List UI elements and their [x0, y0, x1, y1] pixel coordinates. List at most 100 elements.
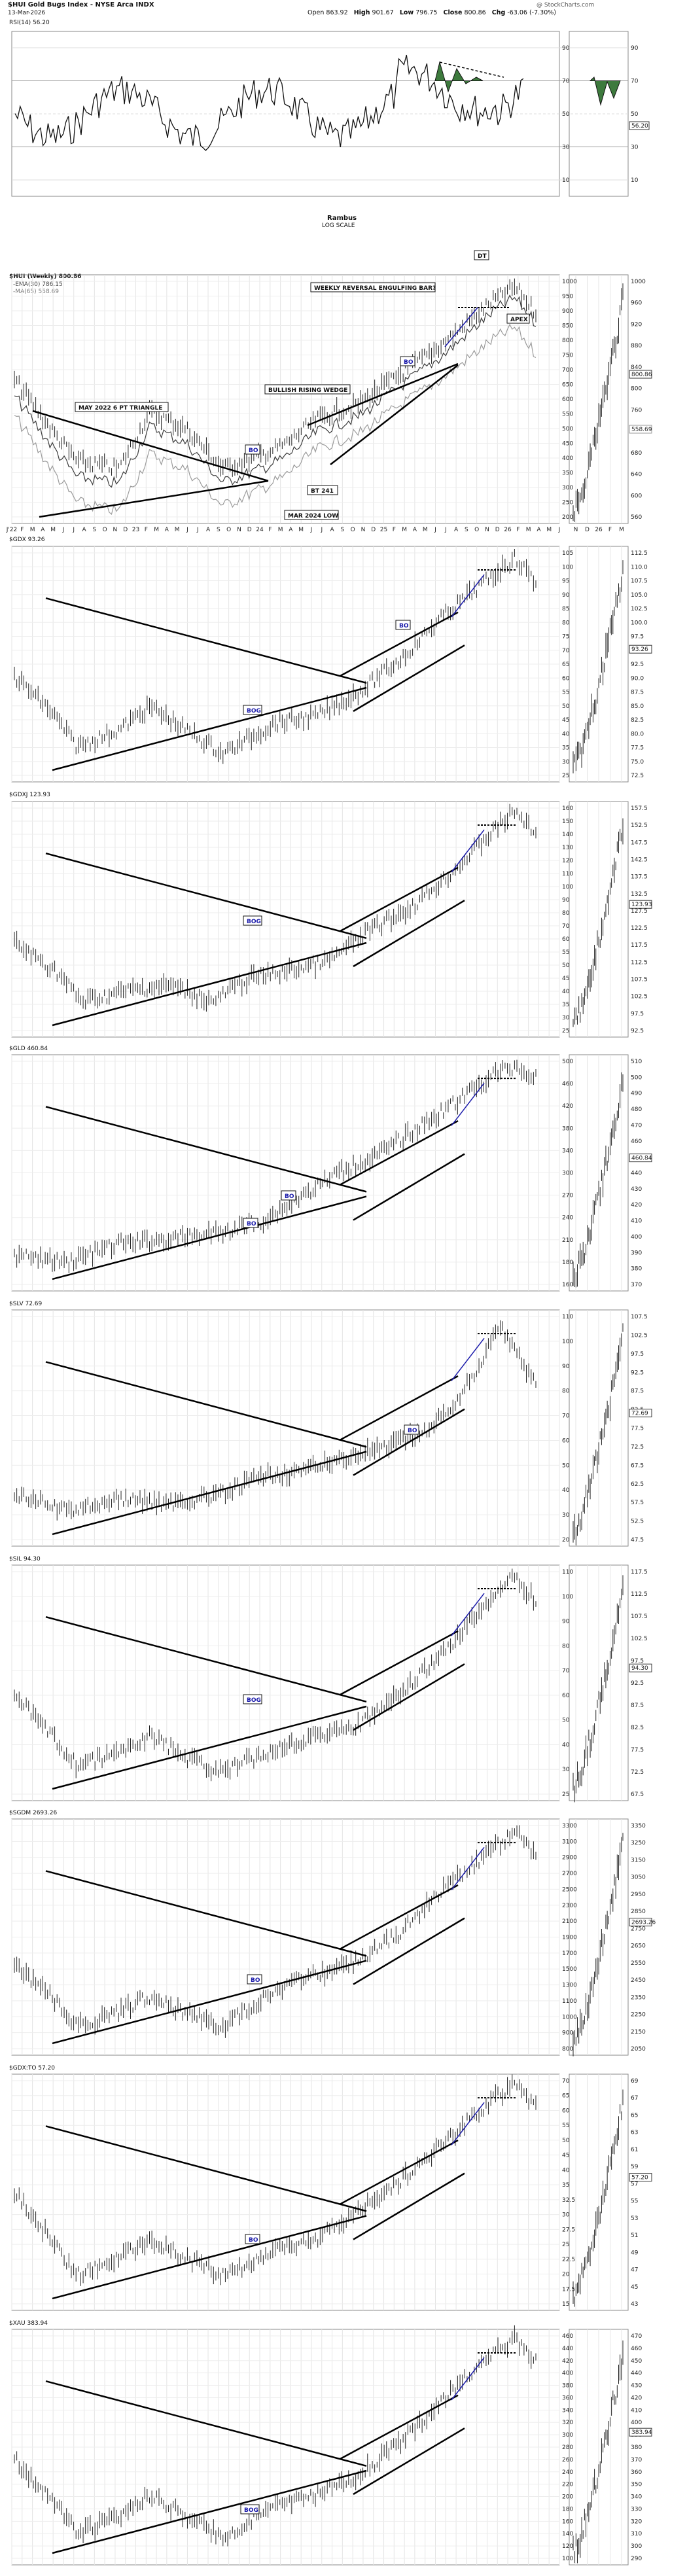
gdx-ann-0: BOG: [247, 708, 261, 715]
hui-month-label: M: [546, 527, 552, 533]
xau-wedge-lower: [353, 2427, 465, 2496]
gdxto-tick-label: 25: [562, 2242, 569, 2248]
slv-tick-label: 70: [562, 1413, 570, 1420]
hui-tick-label: 500: [562, 426, 573, 432]
sgdm-wedge-lower: [353, 1917, 465, 1985]
xau-daily-tick-label: 310: [631, 2531, 642, 2537]
sil-daily-tick-label: 97.5: [631, 1658, 644, 1665]
sil-tick-label: 110: [562, 1569, 573, 1576]
sgdm-triangle-upper: [45, 1870, 367, 1957]
xau-tick-label: 200: [562, 2494, 573, 2501]
gdxj-daily-tick-label: 132.5: [631, 891, 648, 898]
gld-daily-tick-label: 390: [631, 1250, 642, 1256]
hui-month-label: N: [361, 527, 366, 533]
gld-ann-0: BO: [247, 1221, 256, 1227]
hui-daily-month-label: N: [574, 527, 578, 533]
gdx-tick-label: 25: [562, 773, 569, 779]
hui-month-label: J: [434, 527, 436, 533]
sgdm-tick-label: 900: [562, 2030, 573, 2037]
gdxto-tick-label: 22.5: [562, 2257, 575, 2263]
gld-tick-label: 380: [562, 1125, 573, 1132]
sil-tick-label: 100: [562, 1594, 573, 1600]
sil-daily-tick-label: 92.5: [631, 1680, 644, 1687]
sgdm-daily-tick-label: 2750: [631, 1926, 646, 1932]
slv-daily-tick-label: 92.5: [631, 1369, 644, 1376]
high-value: 901.67: [372, 9, 394, 16]
gdxto-triangle-upper: [45, 2125, 367, 2212]
gdxto-daily-tick-label: 63: [631, 2130, 638, 2136]
xau-wedge-upper: [340, 2394, 459, 2460]
hui-ann-low: MAR 2024 LOW: [288, 513, 338, 520]
gdxj-triangle-upper: [45, 852, 367, 940]
hui-daily-tick-label: 840: [631, 364, 642, 371]
xau-daily-tick-label: 470: [631, 2333, 642, 2340]
gld-daily-tick-label: 410: [631, 1218, 642, 1225]
gdxto-tick-label: 65: [562, 2093, 569, 2100]
sil-ann-0: BOG: [247, 1697, 261, 1704]
gdxj-daily-tick-label: 102.5: [631, 994, 648, 1000]
gdxto-ann-0-box: [245, 2234, 260, 2244]
gdxj-ann-0-box: [243, 915, 262, 926]
xau-ann-0: BOG: [244, 2507, 258, 2514]
hui-tick-label: 400: [562, 455, 573, 462]
sil-daily-tick-label: 67.5: [631, 1791, 644, 1798]
hui-month-label: F: [268, 527, 272, 533]
hui-ann-bo1-box: [245, 444, 260, 455]
hui-month-label: S: [465, 527, 468, 533]
slv-tick-label: 30: [562, 1512, 570, 1519]
close-value: 800.86: [464, 9, 486, 16]
gdxto-tick-label: 17.5: [562, 2286, 575, 2293]
slv-tick-label: 60: [562, 1438, 570, 1444]
panel-title-slv: $SLV 72.69: [9, 1301, 43, 1307]
gdxj-tick-label: 110: [562, 871, 573, 877]
hui-month-label: A: [165, 527, 169, 533]
sgdm-tick-label: 2700: [562, 1871, 577, 1877]
sgdm-tick-label: 2300: [562, 1903, 577, 1909]
gdx-triangle-upper: [45, 597, 367, 684]
main-legend-ema: -EMA(30) 786.15: [13, 281, 63, 288]
xau-daily-tick-label: 380: [631, 2444, 642, 2451]
sgdm-tick-label: 1000: [562, 2014, 577, 2020]
sgdm-tick-label: 2900: [562, 1855, 577, 1861]
gdx-daily-tick-label: 112.5: [631, 550, 648, 557]
gld-daily-tick-label: 400: [631, 1234, 642, 1241]
gdxto-tick-label: 20: [562, 2272, 570, 2278]
gdxto-daily-tick-label: 61: [631, 2147, 638, 2153]
gld-ann-0-box: [243, 1218, 258, 1228]
sgdm-daily-tick-label: 3050: [631, 1875, 646, 1881]
chart-date: 13-Mar-2026: [8, 10, 46, 16]
sil-tick-label: 30: [562, 1767, 570, 1773]
gld-tick-label: 180: [562, 1260, 573, 1266]
gdxj-value-box: [629, 900, 652, 909]
hui-daily-tick-label: 920: [631, 321, 642, 328]
hui-ann-bt-box: [307, 485, 338, 495]
slv-daily-tick-label: 62.5: [631, 1481, 644, 1488]
hui-month-label: O: [474, 527, 479, 533]
rsi-current-value: 56.20: [631, 123, 648, 130]
sgdm-daily-tick-label: 3150: [631, 1857, 646, 1863]
rsi-label: RSI(14) 56.20: [9, 20, 50, 26]
hui-daily-tick-label: 800: [631, 386, 642, 393]
xau-tick-label: 400: [562, 2371, 573, 2377]
sil-triangle-upper: [45, 1615, 367, 1703]
gld-daily-tick-label: 510: [631, 1059, 642, 1065]
gdxto-tick-label: 40: [562, 2167, 570, 2174]
panel-title-gdxj: $GDXJ 123.93: [9, 792, 50, 798]
sil-triangle-lower: [52, 1705, 367, 1790]
xau-tick-label: 240: [562, 2469, 573, 2476]
xau-daily-tick-label: 300: [631, 2543, 642, 2550]
gdx-daily-tick-label: 80.0: [631, 731, 644, 737]
hui-daily-tick-label: 960: [631, 300, 642, 307]
hui-tick-label: 200: [562, 514, 573, 521]
gdx-daily-tick-label: 105.0: [631, 592, 648, 599]
xau-ann-0-box: [240, 2504, 260, 2514]
hui-wedge-lower: [330, 364, 459, 465]
gdxto-value-box: [629, 2173, 652, 2182]
gdx-tick-label: 105: [562, 550, 573, 557]
hui-tick-label: 250: [562, 500, 573, 506]
sil-value-box: [629, 1663, 652, 1672]
slv-daily-tick-label: 87.5: [631, 1388, 644, 1395]
hui-ann-bo1: BO: [249, 448, 258, 454]
hui-month-label: S: [340, 527, 344, 533]
hui-tick-label: 1000: [562, 279, 577, 285]
